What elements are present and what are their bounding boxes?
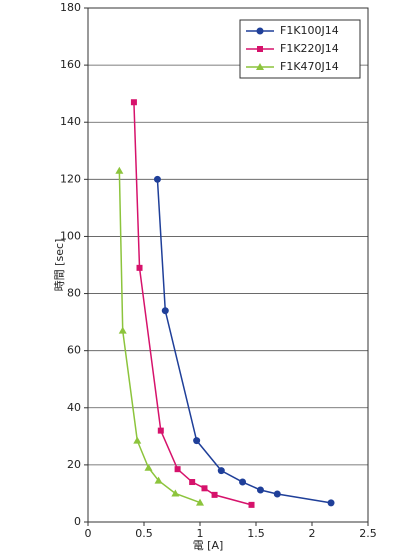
y-tick-label: 40 (67, 401, 81, 414)
x-tick-label: 2 (309, 527, 316, 540)
x-tick-label: 1 (197, 527, 204, 540)
x-tick-label: 0.5 (135, 527, 153, 540)
series-line (156, 179, 332, 504)
marker (130, 99, 137, 106)
marker (154, 476, 163, 484)
y-tick-label: 120 (60, 172, 81, 185)
y-tick-label: 20 (67, 458, 81, 471)
marker (189, 479, 196, 486)
marker (193, 437, 201, 445)
legend-label: F1K470J14 (280, 60, 339, 73)
legend-label: F1K100J14 (280, 24, 339, 37)
marker (256, 486, 264, 494)
y-tick-label: 80 (67, 287, 81, 300)
y-tick-label: 0 (74, 515, 81, 528)
x-tick-label: 2.5 (359, 527, 377, 540)
marker (115, 166, 124, 174)
marker (171, 489, 180, 497)
marker (161, 307, 169, 315)
y-axis-label: 時間 [sec] (53, 239, 66, 292)
x-axis-label: 電 [A] (193, 539, 224, 552)
y-tick-label: 100 (60, 229, 81, 242)
marker (273, 490, 281, 498)
legend-label: F1K220J14 (280, 42, 339, 55)
y-tick-label: 180 (60, 1, 81, 14)
y-tick-label: 140 (60, 115, 81, 128)
marker (257, 46, 263, 52)
x-tick-label: 0 (85, 527, 92, 540)
marker (217, 467, 225, 475)
marker (211, 491, 218, 498)
y-tick-label: 160 (60, 58, 81, 71)
plot-frame (87, 7, 369, 523)
series-line (133, 102, 252, 506)
marker (118, 326, 127, 334)
y-tick-label: 60 (67, 344, 81, 357)
marker (256, 63, 264, 70)
marker (239, 478, 247, 486)
marker (133, 436, 142, 444)
marker (136, 264, 143, 271)
marker (157, 427, 164, 434)
marker (201, 485, 208, 492)
marker (256, 27, 264, 35)
marker (153, 175, 161, 183)
marker (248, 501, 255, 508)
x-tick-label: 1.5 (247, 527, 265, 540)
marker (144, 463, 153, 471)
marker (196, 498, 204, 506)
marker (174, 466, 181, 473)
marker (327, 499, 335, 507)
